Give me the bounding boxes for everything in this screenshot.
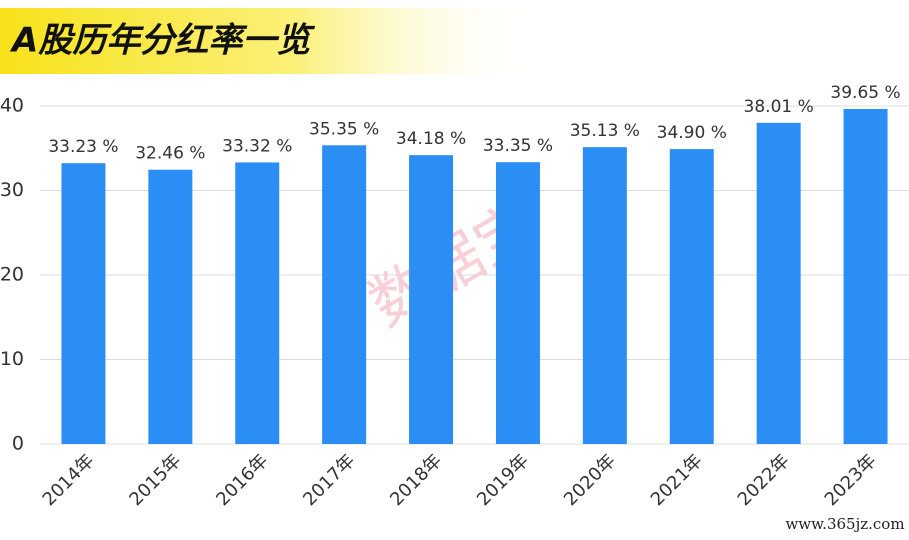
- bar: [61, 163, 106, 445]
- y-tick-label: 30: [0, 179, 24, 201]
- y-tick-label: 0: [12, 433, 24, 455]
- y-tick-label: 10: [0, 348, 24, 370]
- value-label: 33.32 %: [222, 136, 292, 156]
- x-tick-label: 2016年: [212, 450, 272, 510]
- x-tick-label: 2018年: [386, 450, 446, 510]
- y-tick-label: 40: [0, 95, 24, 117]
- y-tick-label: 20: [0, 264, 24, 286]
- bar: [148, 169, 193, 444]
- bar: [495, 162, 540, 444]
- bar: [843, 108, 888, 445]
- value-label: 38.01 %: [744, 97, 814, 117]
- footer: www.365jz.com: [785, 515, 904, 533]
- bar: [322, 145, 367, 445]
- x-tick-label: 2017年: [299, 450, 359, 510]
- x-tick-label: 2014年: [39, 450, 99, 510]
- x-tick-label: 2020年: [560, 450, 620, 510]
- chart-title: A股历年分红率一览: [9, 21, 315, 61]
- value-label: 33.23 %: [48, 137, 118, 157]
- footer-bg: [782, 512, 909, 538]
- value-label: 34.18 %: [396, 129, 466, 149]
- value-label: 35.13 %: [570, 121, 640, 141]
- value-label: 33.35 %: [483, 136, 553, 156]
- x-tick-label: 2022年: [734, 450, 794, 510]
- bar: [582, 147, 627, 445]
- value-label: 35.35 %: [309, 119, 379, 139]
- title-banner: [0, 8, 540, 74]
- x-tick-label: 2023年: [821, 450, 881, 510]
- x-tick-label: 2015年: [125, 450, 185, 510]
- value-label: 39.65 %: [830, 83, 900, 103]
- bar: [756, 122, 801, 445]
- value-label: 34.90 %: [657, 123, 727, 143]
- x-tick-label: 2021年: [647, 450, 707, 510]
- bar: [235, 162, 280, 445]
- value-label: 32.46 %: [135, 144, 205, 164]
- x-tick-label: 2019年: [473, 450, 533, 510]
- bar: [669, 149, 714, 444]
- bar: [409, 155, 454, 444]
